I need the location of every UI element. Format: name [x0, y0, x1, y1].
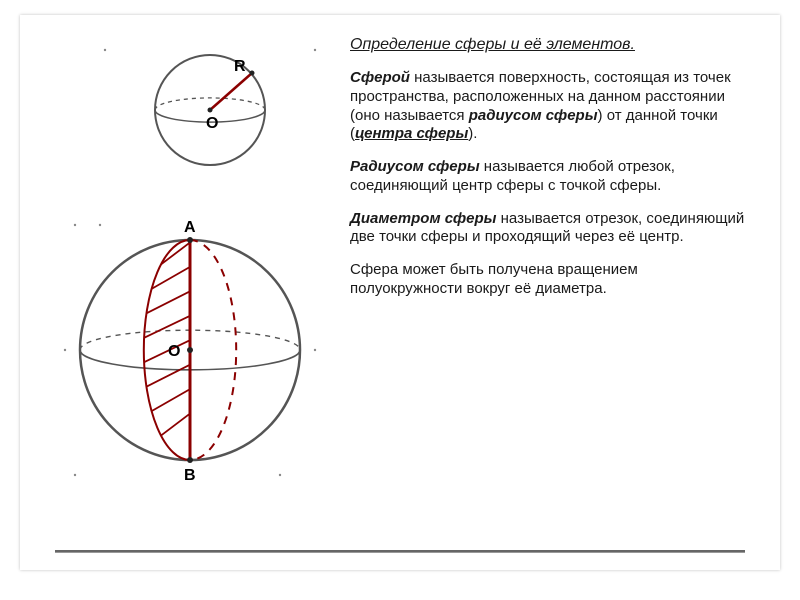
definition-sphere: Сферой называется поверхность, состоящая… [350, 69, 745, 144]
definition-diameter: Диаметром сферы называется отрезок, соед… [350, 210, 745, 248]
text-column: Определение сферы и её элементов. Сферой… [340, 15, 780, 570]
term-sphere: Сферой [350, 69, 410, 86]
svg-text:O: O [168, 343, 180, 360]
svg-text:B: B [184, 467, 196, 484]
definition-rotation: Сфера может быть получена вращением полу… [350, 261, 745, 299]
definition-radius: Радиусом сферы называется любой отрезок,… [350, 158, 745, 196]
sphere-diagrams: R O A B O [20, 15, 340, 535]
page-title: Определение сферы и её элементов. [350, 35, 745, 55]
footer-divider [55, 550, 745, 552]
diagram-column: R O A B O [20, 15, 340, 570]
svg-text:O: O [206, 115, 218, 132]
svg-text:A: A [184, 219, 196, 236]
term-radius: радиусом сферы [469, 107, 598, 124]
term-center: центра сферы [355, 125, 468, 142]
svg-text:R: R [234, 58, 246, 75]
